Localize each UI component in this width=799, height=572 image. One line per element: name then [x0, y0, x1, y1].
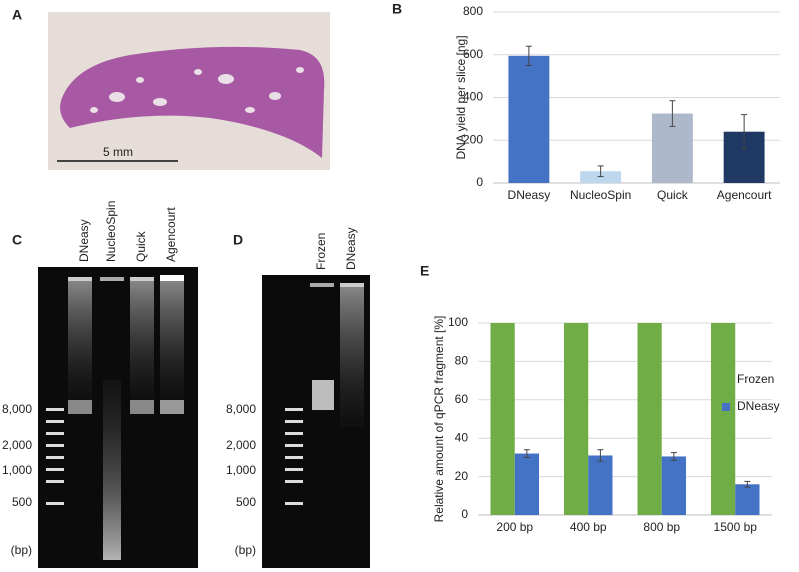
x-tick-label: 400 bp [570, 520, 607, 534]
lane-label: Frozen [314, 233, 328, 270]
legend-label: DNeasy [737, 399, 780, 413]
ladder-label: 2,000 [2, 438, 32, 452]
legend-label: Frozen [737, 372, 774, 386]
x-tick-label: Quick [657, 188, 689, 202]
legend-swatch [722, 376, 730, 384]
error-bar [597, 165, 604, 178]
y-tick-label: 0 [476, 175, 483, 189]
tissue [60, 46, 325, 158]
bar [490, 323, 515, 515]
y-tick-label: 200 [463, 132, 483, 146]
bar [580, 171, 622, 183]
bar [637, 323, 662, 515]
x-tick-label: Agencourt [717, 188, 772, 202]
legend-swatch [722, 403, 730, 411]
unit-label: (bp) [11, 543, 32, 557]
gel-bands [285, 283, 364, 505]
error-bar [525, 45, 532, 66]
lane-label: Agencourt [164, 207, 178, 262]
ladder-label: 8,000 [2, 402, 32, 416]
panel-label: C [12, 232, 22, 248]
ladder-label: 2,000 [226, 438, 256, 452]
ladder-label: 8,000 [226, 402, 256, 416]
unit-label: (bp) [235, 543, 256, 557]
bar [514, 453, 540, 515]
y-tick-label: 80 [455, 354, 469, 368]
bar [508, 55, 550, 183]
ladder-label: 500 [12, 495, 32, 509]
ladder-label: 1,000 [2, 463, 32, 477]
ladder-label: 1,000 [226, 463, 256, 477]
scale-bar-label: 5 mm [103, 145, 133, 159]
x-tick-label: 1500 bp [714, 520, 758, 534]
panel-label: B [392, 1, 402, 17]
x-tick-label: 800 bp [643, 520, 680, 534]
lane-label: DNeasy [344, 227, 358, 270]
ladder-label: 500 [236, 495, 256, 509]
y-tick-label: 100 [448, 315, 468, 329]
bar [563, 323, 589, 515]
panel-label: A [12, 7, 22, 23]
bar [661, 456, 687, 515]
y-tick-label: 400 [463, 90, 483, 104]
y-tick-label: 800 [463, 4, 483, 18]
y-tick-label: 60 [455, 392, 469, 406]
bar [588, 455, 613, 515]
error-bar [670, 452, 677, 461]
panel-label: E [420, 263, 429, 279]
y-axis-label: Relative amount of qPCR fragment [%] [432, 316, 446, 523]
error-bar [669, 100, 676, 127]
bar [735, 484, 760, 515]
vessels [90, 67, 304, 113]
y-tick-label: 20 [455, 469, 469, 483]
y-tick-label: 0 [461, 507, 468, 521]
panel-label: D [233, 232, 243, 248]
error-bar [523, 449, 530, 458]
x-tick-label: 200 bp [496, 520, 533, 534]
x-tick-label: DNeasy [508, 188, 551, 202]
y-axis-label: DNA yield per slice [ng] [454, 35, 468, 159]
lane-label: Quick [134, 230, 148, 262]
error-bar [597, 449, 604, 462]
lane-label: NucleoSpin [104, 201, 118, 262]
error-bar [744, 480, 751, 488]
y-tick-label: 40 [455, 430, 469, 444]
bar [710, 323, 736, 515]
x-tick-label: NucleoSpin [570, 188, 631, 202]
y-tick-label: 600 [463, 47, 483, 61]
lane-label: DNeasy [77, 219, 91, 262]
gel-bands [46, 275, 184, 560]
error-bar [741, 114, 748, 150]
